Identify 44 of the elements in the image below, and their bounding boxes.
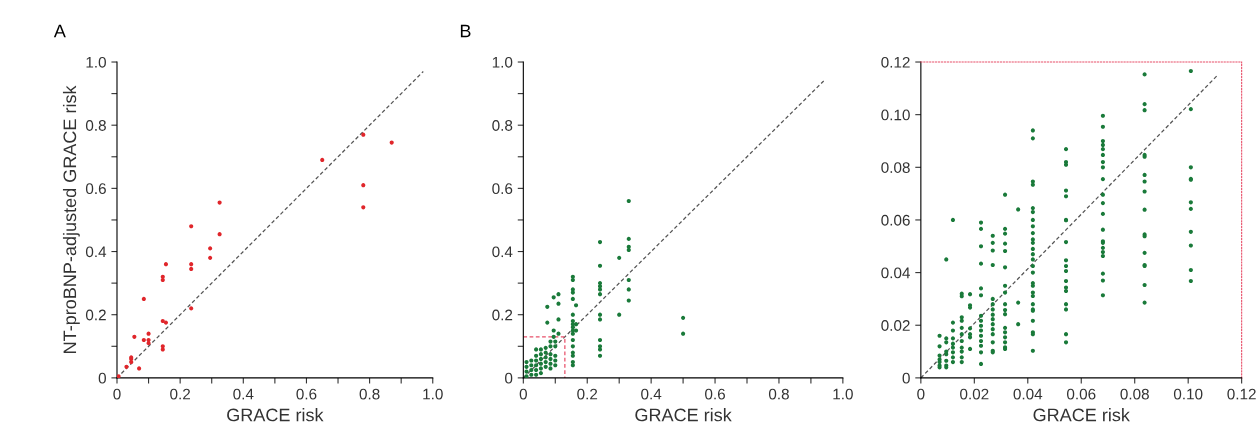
- x-tick-label: 1.0: [833, 388, 853, 400]
- y-tick-label: 0.08: [881, 162, 910, 173]
- y-tick-label: 1.0: [86, 56, 106, 68]
- y-tick-label: 0.8: [492, 120, 513, 131]
- y-tick-label: 0.04: [881, 267, 910, 279]
- y-tick-label: 0.12: [881, 56, 910, 68]
- y-tick-label: 0.2: [492, 309, 513, 321]
- y-tick-label: 0: [98, 372, 106, 384]
- x-tick-label: 0: [113, 388, 121, 400]
- x-tick-label: 0.12: [1227, 388, 1256, 400]
- y-tick-label: 0.6: [492, 183, 513, 195]
- y-tick-label: 0: [902, 372, 910, 384]
- y-tick-label: 0.6: [85, 183, 106, 195]
- y-axis-title: NT-proBNP-adjusted GRACE risk: [62, 85, 80, 353]
- x-axis-title: GRACE risk: [1033, 408, 1130, 422]
- x-tick-label: 0.08: [1120, 388, 1149, 400]
- x-tick-label: 0.6: [296, 388, 317, 400]
- x-tick-label: 0: [917, 388, 925, 400]
- y-tick-label: 0.06: [881, 214, 910, 226]
- x-tick-label: 1.0: [423, 388, 443, 400]
- x-tick-label: 0.06: [1066, 388, 1096, 400]
- y-tick-label: 0.10: [881, 109, 910, 121]
- x-tick-label: 0.10: [1173, 388, 1203, 400]
- x-tick-label: 0.4: [641, 388, 662, 400]
- text: A: [53, 24, 66, 38]
- x-axis-title: GRACE risk: [227, 408, 324, 422]
- x-tick-label: 0.04: [1013, 388, 1043, 400]
- x-tick-label: 0.2: [577, 388, 598, 400]
- y-tick-label: 0.02: [881, 320, 910, 331]
- x-tick-label: 0.4: [233, 388, 254, 400]
- y-tick-label: 0: [505, 372, 513, 384]
- x-tick-label: 0: [519, 388, 527, 400]
- text: B: [460, 24, 471, 38]
- y-tick-label: 1.0: [492, 56, 513, 68]
- x-tick-label: 0.6: [705, 388, 725, 400]
- x-axis-title: GRACE risk: [635, 408, 732, 422]
- x-tick-label: 0.2: [170, 388, 190, 400]
- y-tick-label: 0.4: [492, 246, 513, 258]
- x-tick-label: 0.8: [768, 388, 789, 400]
- x-tick-label: 0.8: [359, 388, 380, 400]
- y-tick-label: 0.8: [85, 120, 106, 131]
- y-tick-label: 0.4: [85, 246, 107, 258]
- x-tick-label: 0.02: [960, 388, 989, 400]
- y-tick-label: 0.2: [85, 309, 106, 321]
